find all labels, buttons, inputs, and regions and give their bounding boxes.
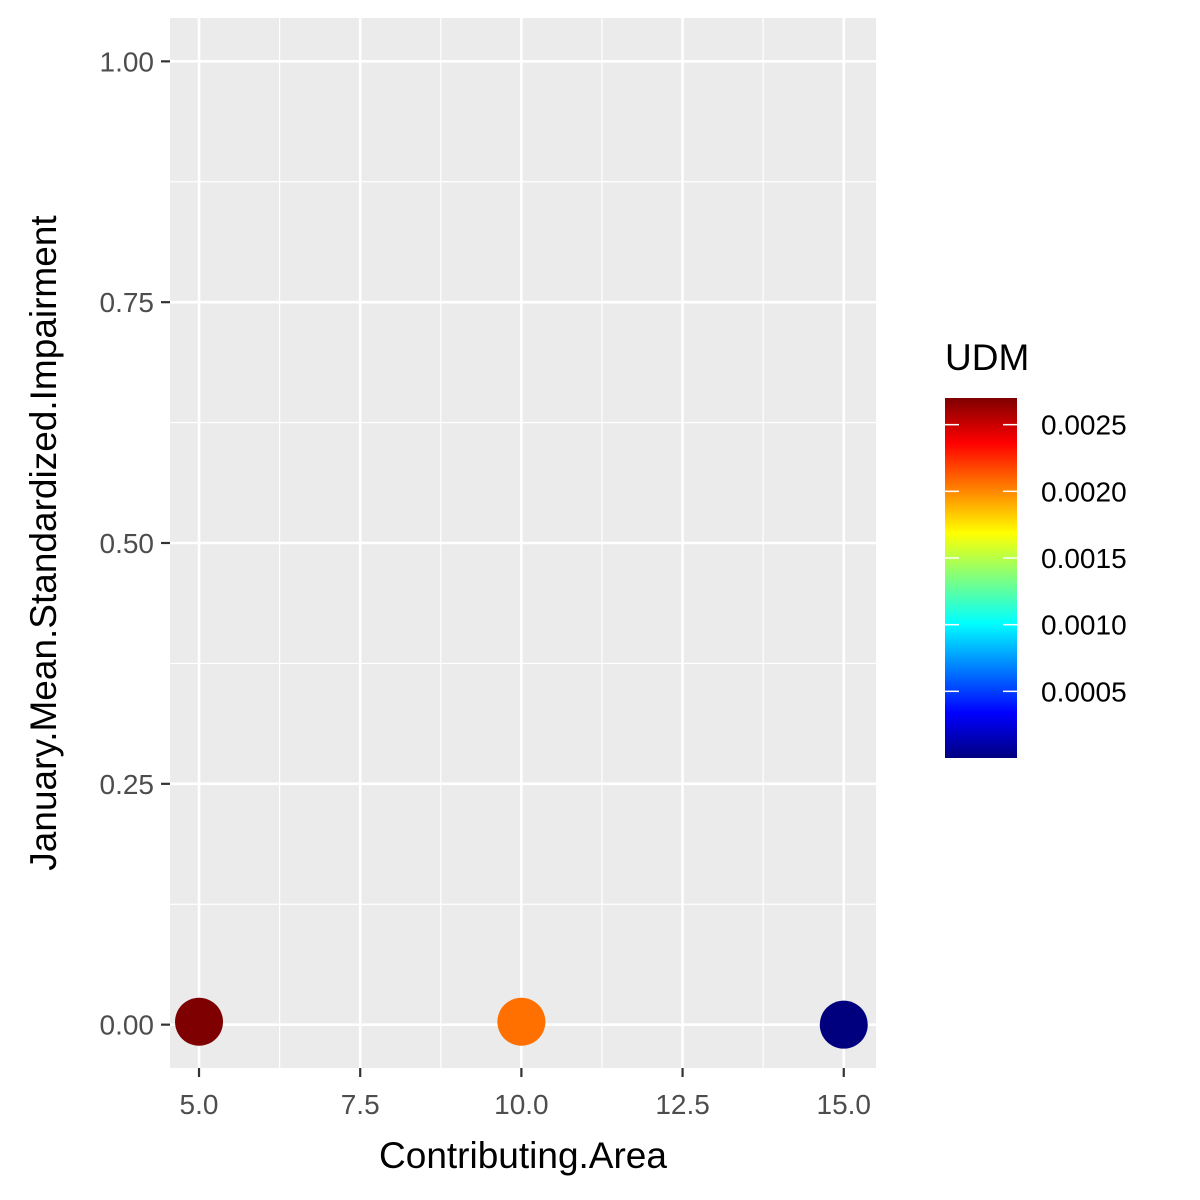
x-tick-label: 10.0	[494, 1089, 549, 1120]
data-points	[175, 997, 868, 1049]
y-tick-label: 0.00	[100, 1010, 155, 1041]
legend-ticks: 0.0005 0.0010 0.0015 0.0020 0.0025	[945, 410, 1127, 707]
legend-label: 0.0015	[1041, 543, 1127, 574]
data-point	[175, 997, 224, 1046]
x-tick-label: 7.5	[341, 1089, 380, 1120]
y-axis-title: January.Mean.Standardized.Impairment	[23, 215, 64, 871]
legend-label: 0.0005	[1041, 676, 1127, 707]
data-point	[819, 1000, 868, 1049]
legend-label: 0.0010	[1041, 610, 1127, 641]
legend-label: 0.0025	[1041, 410, 1127, 441]
y-axis: 0.00 0.25 0.50 0.75 1.00	[100, 46, 170, 1041]
y-tick-label: 0.50	[100, 528, 155, 559]
x-axis-title: Contributing.Area	[379, 1135, 667, 1176]
y-tick-label: 1.00	[100, 46, 155, 77]
x-tick-label: 12.5	[655, 1089, 710, 1120]
legend-label: 0.0020	[1041, 476, 1127, 507]
y-tick-label: 0.75	[100, 287, 155, 318]
x-tick-label: 5.0	[180, 1089, 219, 1120]
color-legend: UDM 0.0005 0.0010 0.0015 0.0020 0.0025	[945, 337, 1127, 758]
y-tick-label: 0.25	[100, 769, 155, 800]
x-tick-label: 15.0	[817, 1089, 872, 1120]
legend-title: UDM	[945, 337, 1029, 378]
legend-colorbar	[945, 398, 1017, 758]
data-point	[497, 997, 546, 1046]
x-axis: 5.0 7.5 10.0 12.5 15.0	[180, 1068, 871, 1120]
